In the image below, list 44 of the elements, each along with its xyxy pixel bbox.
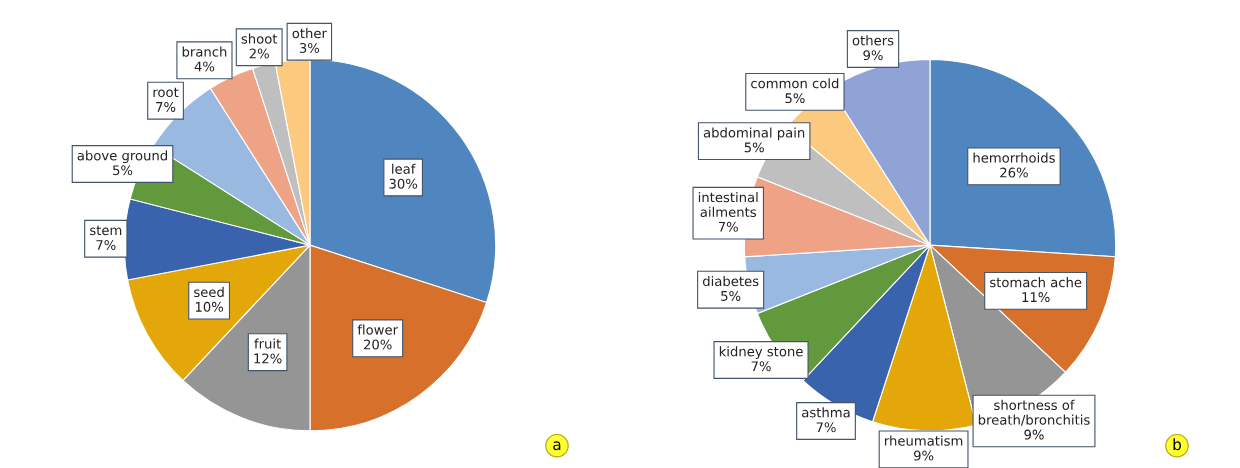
data-label: 26% [1000, 167, 1028, 178]
data-label: 5% [785, 93, 805, 104]
slice-label: kidney stone [719, 346, 803, 359]
data-label: 5% [113, 165, 133, 176]
text: b [1173, 438, 1182, 451]
data-label: 5% [721, 290, 741, 301]
data-label: 10% [195, 301, 224, 312]
slice-label: shoot [241, 33, 278, 44]
slice-label: leaf [392, 163, 416, 174]
slice-label: intestinal ailments [698, 192, 758, 218]
slice-label: root [153, 87, 179, 98]
slice-label: stem [90, 225, 122, 236]
data-label: 12% [254, 353, 282, 364]
data-label: 20% [363, 339, 392, 350]
slice-label: fruit [254, 338, 281, 349]
slice-label: diabetes [702, 275, 759, 287]
slice-label: common cold [751, 78, 839, 89]
data-label: 2% [249, 48, 269, 59]
data-label: 30% [389, 178, 418, 189]
data-label: 7% [156, 101, 176, 112]
data-label: 11% [1022, 292, 1050, 303]
data-label: 4% [194, 61, 215, 72]
slice-label: above ground [77, 150, 167, 164]
slice-label: abdominal pain [703, 127, 805, 141]
data-label: 7% [96, 239, 116, 250]
data-label: 9% [913, 450, 934, 461]
slice-label: shortness of breath/bronchitis [978, 399, 1090, 426]
data-label: 9% [863, 50, 883, 61]
slice-label: asthma [802, 407, 850, 418]
text: a [553, 441, 561, 451]
slice-label: branch [182, 46, 227, 57]
slice-label: hemorrhoids [973, 152, 1055, 163]
slice-label: rheumatism [885, 435, 963, 446]
data-label: 7% [751, 361, 771, 372]
data-label: 7% [718, 221, 738, 232]
slice-label: seed [194, 286, 224, 298]
data-label: 7% [816, 422, 836, 433]
slice-label: flower [357, 324, 399, 335]
slice-label: others [852, 35, 894, 46]
slice-label: other [292, 27, 327, 39]
data-label: 5% [744, 142, 764, 153]
data-label: 3% [299, 43, 320, 53]
slice-label: stomach ache [990, 277, 1082, 288]
data-label: 9% [1024, 429, 1044, 440]
